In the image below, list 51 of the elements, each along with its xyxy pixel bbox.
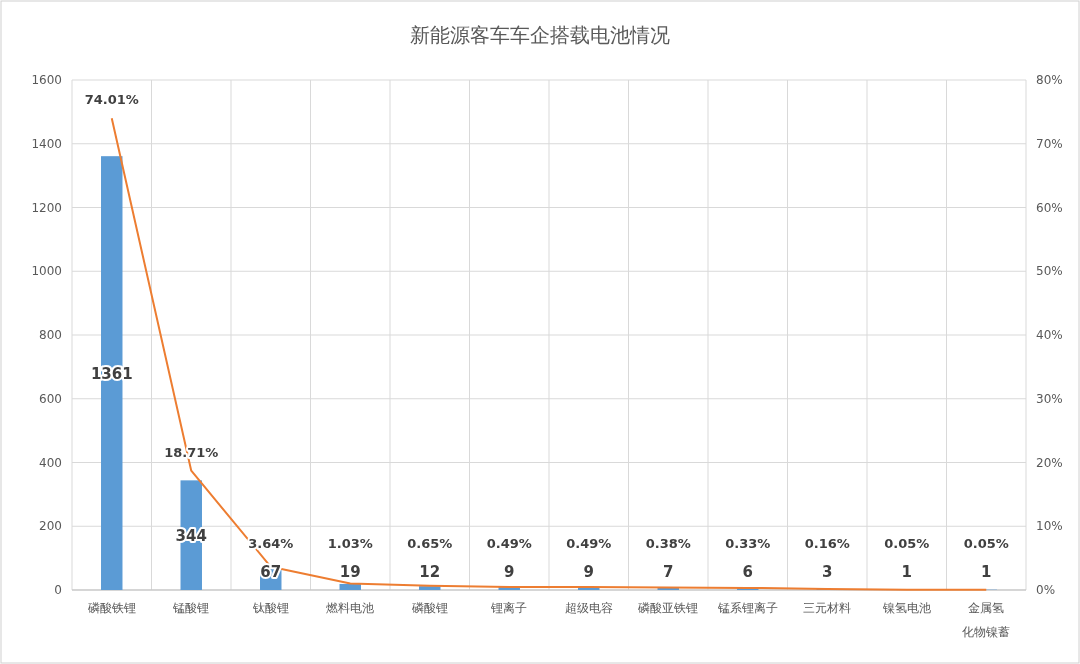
y2-tick-label: 60% bbox=[1036, 200, 1063, 215]
x-tick-label: 磷酸铁锂 bbox=[86, 601, 136, 615]
data-label: 0.65% bbox=[407, 536, 453, 551]
x-tick-label: 钛酸锂 bbox=[251, 601, 289, 615]
data-label: 1 bbox=[981, 563, 992, 581]
data-label: 0.05% bbox=[963, 536, 1009, 551]
x-tick-label: 燃料电池 bbox=[326, 601, 375, 615]
y2-tick-label: 30% bbox=[1036, 391, 1063, 406]
data-label: 7 bbox=[663, 563, 674, 581]
data-label: 19 bbox=[339, 563, 361, 581]
y2-tick-label: 20% bbox=[1036, 455, 1063, 470]
data-label: 1 bbox=[901, 563, 912, 581]
x-tick-label: 磷酸亚铁锂 bbox=[637, 601, 699, 615]
data-label: 9 bbox=[583, 563, 594, 581]
data-label: 6 bbox=[742, 563, 753, 581]
data-label: 1.03% bbox=[327, 536, 373, 551]
y2-tick-label: 50% bbox=[1036, 264, 1063, 279]
data-label: 0.49% bbox=[566, 536, 612, 551]
y2-tick-label: 80% bbox=[1036, 73, 1063, 87]
data-label: 3 bbox=[822, 563, 833, 581]
y-tick-label: 0 bbox=[54, 583, 62, 597]
y-tick-label: 1400 bbox=[31, 136, 62, 151]
x-tick-label: 磷酸锂 bbox=[410, 601, 448, 615]
x-tick-label: 超级电容 bbox=[564, 601, 613, 615]
x-tick-label: 锰系锂离子 bbox=[716, 601, 778, 615]
y2-tick-label: 0% bbox=[1036, 583, 1056, 597]
data-label: 67 bbox=[260, 563, 282, 581]
y-tick-label: 1000 bbox=[31, 264, 62, 279]
x-tick-label: 镍氢电池 bbox=[881, 601, 931, 615]
chart-title: 新能源客车车企搭载电池情况 bbox=[410, 23, 670, 47]
y-tick-label: 800 bbox=[39, 328, 62, 342]
data-label: 0.38% bbox=[645, 536, 691, 551]
y2-tick-label: 70% bbox=[1036, 136, 1063, 151]
y-tick-label: 1200 bbox=[31, 200, 62, 215]
data-label: 0.49% bbox=[486, 536, 532, 551]
y2-tick-label: 10% bbox=[1036, 519, 1063, 534]
y-tick-label: 600 bbox=[39, 391, 62, 406]
y-tick-label: 200 bbox=[39, 519, 62, 534]
data-label: 12 bbox=[419, 563, 441, 581]
x-tick-label: 锂离子 bbox=[490, 601, 528, 615]
data-label: 0.05% bbox=[884, 536, 930, 551]
data-label: 9 bbox=[504, 563, 515, 581]
data-label: 0.33% bbox=[725, 536, 771, 551]
y-tick-label: 1600 bbox=[31, 73, 62, 87]
x-tick-label: 三元材料 bbox=[803, 601, 852, 615]
x-tick-label: 金属氢化物镍蓄 bbox=[962, 601, 1011, 639]
data-label: 74.01% bbox=[84, 92, 139, 108]
y-tick-label: 400 bbox=[39, 455, 62, 470]
x-tick-label: 锰酸锂 bbox=[172, 601, 210, 615]
data-label: 0.16% bbox=[804, 536, 850, 551]
y2-tick-label: 40% bbox=[1036, 328, 1063, 342]
